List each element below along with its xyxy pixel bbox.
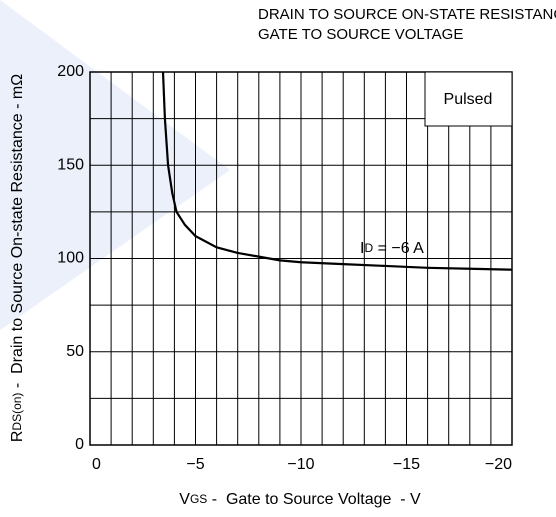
x-label-symbol: V bbox=[179, 491, 190, 508]
chart-title: GATE TO SOURCE VOLTAGE bbox=[258, 26, 463, 43]
y-label-subscript: DS(on) bbox=[10, 393, 24, 431]
x-tick-label: −15 bbox=[393, 456, 420, 473]
annotation: Pulsed bbox=[444, 91, 493, 108]
data-line bbox=[161, 71, 513, 271]
x-label-text: - Gate to Source Voltage - V bbox=[207, 491, 421, 508]
y-axis-label: RDS(on) - Drain to Source On-state Resis… bbox=[9, 74, 26, 442]
annotation-subscript: D bbox=[364, 241, 373, 255]
x-axis-label: VGS - Gate to Source Voltage - V bbox=[179, 491, 421, 508]
x-tick-label: 0 bbox=[92, 456, 101, 473]
x-label-subscript: GS bbox=[190, 492, 207, 506]
annotation-text: = −6 A bbox=[373, 240, 424, 257]
y-tick-label: 200 bbox=[57, 63, 84, 80]
annotation: ID = −6 A bbox=[360, 240, 424, 257]
annotation-box bbox=[424, 71, 513, 127]
y-tick-label: 100 bbox=[57, 250, 84, 267]
annotation-symbol: I bbox=[360, 240, 364, 257]
y-tick-label: 0 bbox=[75, 436, 84, 453]
chart-title: DRAIN TO SOURCE ON-STATE RESISTANCE vs. bbox=[258, 6, 556, 23]
y-label-symbol: R bbox=[9, 431, 26, 443]
x-tick-label: −5 bbox=[186, 456, 204, 473]
x-tick-label: −10 bbox=[287, 456, 314, 473]
x-tick-label: −20 bbox=[485, 456, 512, 473]
y-tick-label: 150 bbox=[57, 156, 84, 173]
y-tick-label: 50 bbox=[66, 343, 84, 360]
y-label-text: - Drain to Source On-state Resistance - … bbox=[9, 74, 26, 393]
